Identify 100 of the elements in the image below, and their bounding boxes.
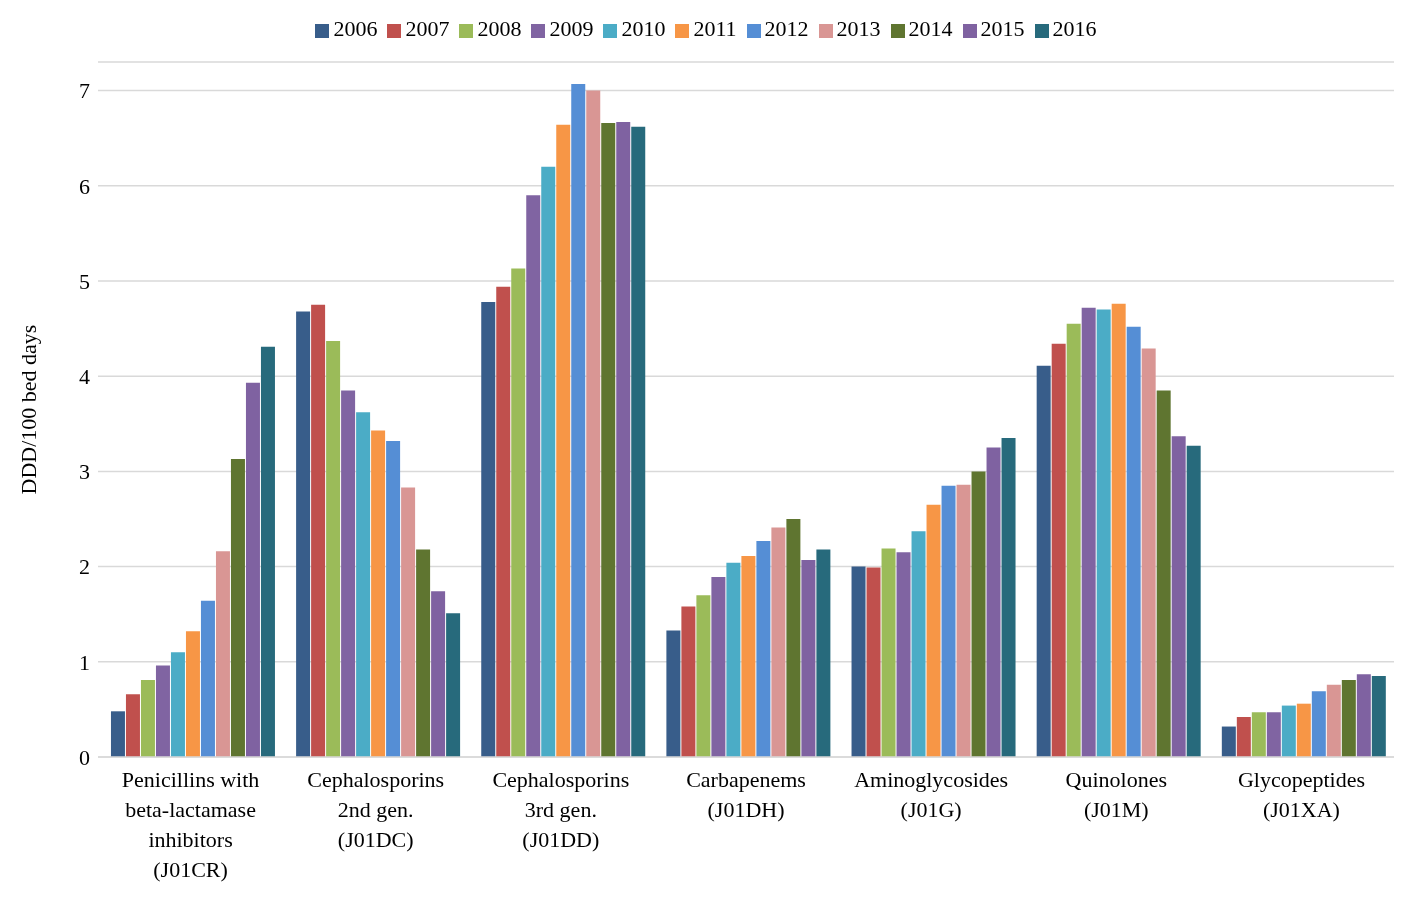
y-tick-label: 2 [79, 554, 90, 580]
legend-label: 2013 [836, 16, 881, 41]
x-tick-label: Quinolones (J01M) [1065, 767, 1168, 822]
bar [496, 286, 511, 757]
bar [801, 559, 816, 757]
bar [200, 600, 215, 757]
bar [771, 527, 786, 757]
bar [416, 549, 431, 757]
bar [1326, 684, 1341, 757]
bar [726, 562, 741, 757]
bar [431, 591, 446, 757]
bar [956, 484, 971, 757]
y-tick-label: 0 [79, 744, 90, 770]
bar [230, 459, 245, 757]
y-tick-label: 1 [79, 649, 90, 675]
bar [881, 548, 896, 757]
bar [185, 631, 200, 757]
legend-label: 2015 [980, 16, 1025, 41]
bar [556, 124, 571, 757]
bar [711, 577, 726, 757]
bar [681, 606, 696, 757]
bar [1266, 712, 1281, 757]
bar [1171, 436, 1186, 757]
x-tick-label: Aminoglycosides (J01G) [854, 767, 1009, 822]
bar [511, 268, 526, 757]
bar [371, 430, 386, 757]
y-tick-label: 5 [79, 268, 90, 294]
bar [215, 551, 230, 757]
bar [866, 567, 881, 757]
bar [1281, 705, 1296, 757]
bar [1341, 679, 1356, 757]
bar [1126, 326, 1141, 757]
bar [1051, 343, 1066, 757]
legend-label: 2006 [333, 16, 378, 41]
x-tick-label: Carbapenems (J01DH) [686, 767, 806, 822]
bar [1111, 303, 1126, 757]
bar [260, 346, 275, 757]
bar [1236, 717, 1251, 757]
bar [1371, 676, 1386, 757]
bar [1221, 726, 1236, 757]
bar [786, 518, 801, 757]
bar [586, 90, 601, 757]
bar [170, 652, 185, 757]
bar [1156, 390, 1171, 757]
legend-label: 2008 [477, 16, 522, 41]
bar [926, 504, 941, 757]
legend-label: 2012 [764, 16, 809, 41]
bar [1186, 445, 1201, 757]
bar [971, 471, 986, 757]
bar [110, 711, 125, 757]
bar [326, 340, 341, 757]
bar [896, 552, 911, 757]
bar [741, 556, 756, 757]
bar [481, 301, 496, 757]
bar [526, 195, 541, 757]
bar [601, 122, 616, 757]
bar [541, 166, 556, 757]
bar [1311, 691, 1326, 757]
x-tick-label: Cephalosporins 3rd gen. (J01DD) [492, 767, 630, 852]
x-tick-label: Cephalosporins 2nd gen. (J01DC) [307, 767, 445, 852]
bar [245, 382, 260, 757]
bar [1066, 323, 1081, 757]
bar [696, 595, 711, 757]
bar [941, 485, 956, 757]
bar [386, 440, 401, 757]
bar [1036, 365, 1051, 757]
legend-label: 2014 [908, 16, 953, 41]
bar [631, 126, 646, 757]
bar [756, 540, 771, 757]
y-tick-label: 4 [79, 363, 90, 389]
bar [616, 121, 631, 757]
bar [1081, 307, 1096, 757]
bar [311, 304, 326, 757]
legend-label: 2010 [621, 16, 666, 41]
bar [1001, 438, 1016, 757]
y-tick-label: 6 [79, 173, 90, 199]
bar [1141, 348, 1156, 757]
x-tick-label: Penicillins with beta-lactamase inhibitors (J01CR) [121, 767, 260, 882]
legend-label: 2016 [1052, 16, 1097, 41]
bar [296, 311, 311, 757]
bar [816, 549, 831, 757]
bar [1251, 712, 1266, 757]
bar [125, 694, 140, 757]
bar [986, 447, 1001, 757]
bar [1296, 703, 1311, 757]
y-tick-label: 3 [79, 459, 90, 485]
bar [356, 412, 371, 757]
bar [911, 531, 926, 757]
y-tick-label: 7 [79, 78, 90, 104]
legend-label: 2011 [693, 16, 737, 41]
legend-label: 2009 [549, 16, 594, 41]
bar [140, 679, 155, 757]
y-axis-title: DDD/100 bed days [15, 324, 41, 495]
legend-label: 2007 [405, 16, 450, 41]
bar [1096, 309, 1111, 757]
bar [155, 665, 170, 757]
x-tick-label: Glycopeptides (J01XA) [1237, 767, 1365, 822]
bar [666, 630, 681, 757]
bar [851, 566, 866, 757]
bar [446, 613, 461, 757]
